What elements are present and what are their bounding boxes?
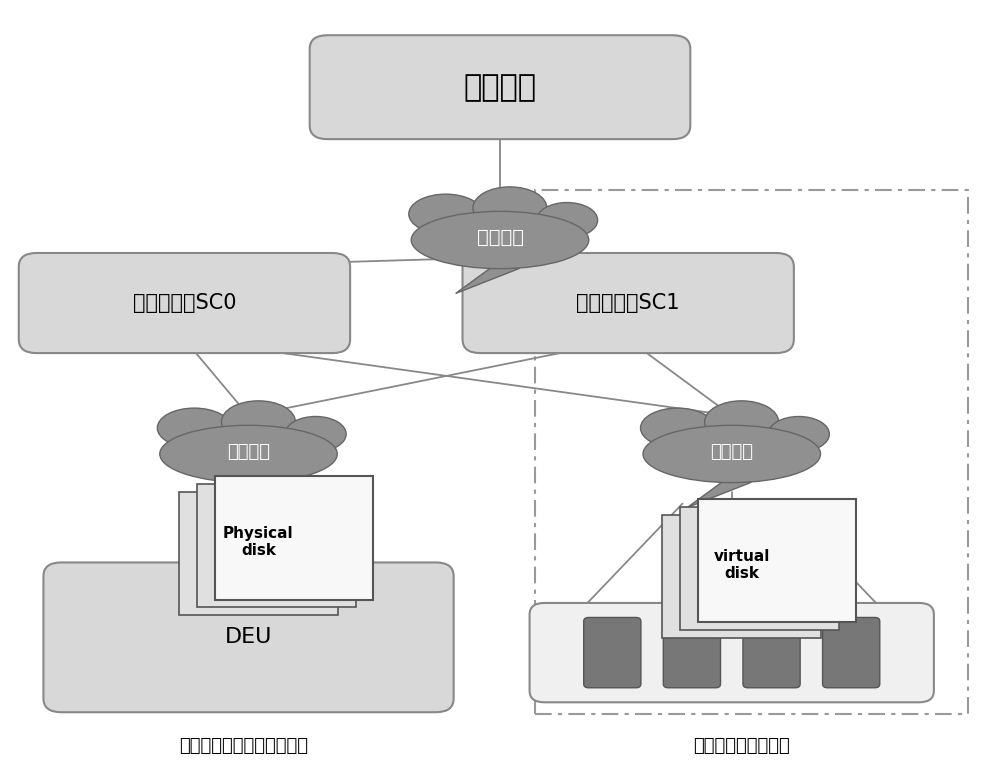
FancyBboxPatch shape (663, 618, 721, 688)
Ellipse shape (409, 194, 483, 234)
FancyBboxPatch shape (823, 618, 880, 688)
Polygon shape (687, 482, 751, 507)
Text: 接入网络: 接入网络 (477, 228, 524, 247)
FancyBboxPatch shape (43, 562, 454, 712)
FancyBboxPatch shape (19, 253, 350, 353)
Ellipse shape (641, 408, 714, 448)
Text: 接入网络: 接入网络 (227, 443, 270, 461)
Ellipse shape (643, 426, 820, 482)
Text: 存储控制器SC0: 存储控制器SC0 (133, 293, 236, 313)
Text: 第三方异构存储设备: 第三方异构存储设备 (693, 737, 790, 755)
FancyBboxPatch shape (680, 507, 839, 630)
Ellipse shape (705, 401, 779, 443)
FancyBboxPatch shape (530, 603, 934, 703)
FancyBboxPatch shape (698, 499, 856, 622)
Ellipse shape (411, 212, 589, 268)
Ellipse shape (285, 416, 346, 452)
Ellipse shape (473, 187, 547, 229)
Text: 本地物理磁盘及磁盘扩展柜: 本地物理磁盘及磁盘扩展柜 (179, 737, 308, 755)
FancyBboxPatch shape (743, 618, 800, 688)
Ellipse shape (221, 401, 295, 443)
Polygon shape (456, 268, 520, 293)
FancyBboxPatch shape (179, 492, 338, 615)
FancyBboxPatch shape (463, 253, 794, 353)
FancyBboxPatch shape (662, 515, 821, 638)
Ellipse shape (536, 202, 598, 238)
FancyBboxPatch shape (310, 35, 690, 139)
Text: Physical
disk: Physical disk (223, 526, 294, 558)
Ellipse shape (160, 426, 337, 482)
FancyBboxPatch shape (215, 476, 373, 600)
Text: 存储控制器SC1: 存储控制器SC1 (576, 293, 680, 313)
Text: DEU: DEU (225, 627, 272, 647)
FancyBboxPatch shape (197, 484, 356, 607)
Text: 上层业务: 上层业务 (464, 72, 536, 102)
Text: virtual
disk: virtual disk (713, 548, 770, 581)
FancyBboxPatch shape (584, 618, 641, 688)
Polygon shape (204, 482, 268, 507)
Ellipse shape (157, 408, 231, 448)
Ellipse shape (768, 416, 829, 452)
Text: 接入网络: 接入网络 (710, 443, 753, 461)
